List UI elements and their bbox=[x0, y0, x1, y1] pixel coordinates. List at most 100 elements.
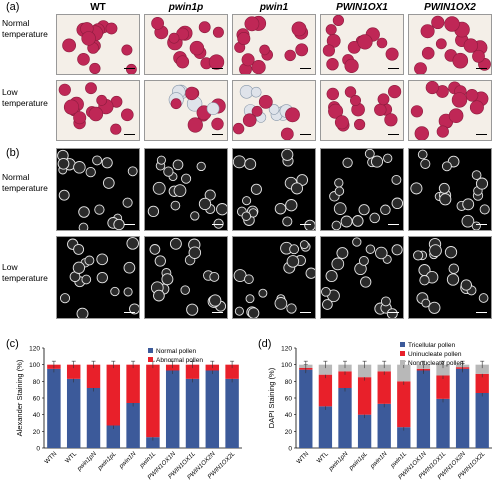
row-label-b-normal: Normal temperature bbox=[2, 172, 48, 193]
stained-pollen-grain bbox=[460, 279, 472, 291]
stained-pollen-grain bbox=[127, 166, 138, 177]
stained-pollen-grain bbox=[156, 155, 166, 165]
pollen-grain bbox=[332, 15, 344, 26]
pollen-grain bbox=[62, 38, 77, 53]
pollen-grain bbox=[452, 52, 469, 69]
legend-label: Abnormal pollen bbox=[156, 357, 203, 364]
pollen-grain bbox=[237, 31, 251, 45]
y-tick-label: 80 bbox=[33, 379, 41, 386]
pollen-grain bbox=[291, 21, 307, 37]
y-tick-label: 80 bbox=[285, 379, 293, 386]
stained-pollen-grain bbox=[475, 177, 489, 190]
stained-pollen-grain bbox=[289, 244, 300, 255]
stained-pollen-grain bbox=[94, 204, 105, 215]
scale-bar bbox=[212, 133, 223, 135]
stained-pollen-grain bbox=[299, 240, 309, 250]
pollen-grain bbox=[285, 107, 300, 123]
bar-tricellular-pollen-pwin1l bbox=[397, 427, 411, 448]
panel-label-a: (a) bbox=[6, 1, 20, 13]
stained-pollen-grain bbox=[180, 285, 190, 295]
dapi-micrograph-r0-c0 bbox=[56, 148, 140, 231]
alexander-micrograph-r0-c3 bbox=[320, 14, 404, 75]
stained-pollen-grain bbox=[122, 197, 133, 208]
pollen-grain bbox=[251, 105, 263, 117]
scale-bar bbox=[300, 311, 311, 313]
x-tick-label: pwin1pN bbox=[75, 450, 98, 473]
stained-pollen-grain bbox=[209, 271, 220, 282]
scale-bar bbox=[124, 67, 135, 69]
column-header-wt: WT bbox=[90, 2, 106, 13]
stained-pollen-grain bbox=[274, 297, 288, 310]
stained-pollen-grain bbox=[419, 275, 430, 286]
panel-label-d: (d) bbox=[258, 338, 272, 350]
pollen-grain bbox=[425, 81, 439, 95]
stained-pollen-grain bbox=[126, 237, 139, 250]
pollen-grain bbox=[431, 15, 445, 30]
pollen-grain bbox=[284, 49, 296, 62]
stained-pollen-grain bbox=[369, 212, 380, 224]
bar-uninucleate-pollen-pwin1ox2l bbox=[475, 373, 489, 393]
stained-pollen-grain bbox=[304, 219, 315, 230]
stained-pollen-grain bbox=[444, 246, 458, 259]
pollen-grain bbox=[377, 93, 390, 106]
stained-pollen-grain bbox=[421, 298, 431, 308]
stained-pollen-grain bbox=[161, 273, 174, 286]
pollen-grain bbox=[126, 63, 137, 74]
legend-swatch bbox=[148, 357, 153, 362]
bar-uninucleate-pollen-pwin1l bbox=[397, 381, 411, 428]
stained-pollen-grain bbox=[274, 202, 287, 215]
stained-pollen-grain bbox=[209, 294, 222, 307]
stained-pollen-grain bbox=[305, 267, 315, 279]
pollen-grain bbox=[81, 31, 96, 46]
bar-abnormal-pollen-pwin1l bbox=[146, 364, 160, 438]
stained-pollen-grain bbox=[365, 244, 376, 254]
y-tick-label: 40 bbox=[285, 412, 293, 419]
pollen-grain bbox=[77, 52, 90, 66]
alexander-micrograph-r1-c4 bbox=[408, 80, 492, 141]
pollen-grain bbox=[334, 115, 349, 130]
stained-pollen-grain bbox=[375, 246, 388, 260]
x-tick-label: WTN bbox=[295, 450, 310, 465]
y-axis-label: Alexander Staining (%) bbox=[15, 359, 24, 436]
stained-pollen-grain bbox=[286, 303, 297, 314]
pollen-grain bbox=[344, 86, 357, 98]
stained-pollen-grain bbox=[96, 253, 109, 266]
scale-bar bbox=[476, 133, 487, 135]
stained-pollen-grain bbox=[386, 308, 398, 318]
scale-bar bbox=[300, 67, 311, 69]
y-tick-label: 60 bbox=[285, 396, 293, 403]
pollen-grain bbox=[88, 106, 104, 122]
pollen-grain bbox=[242, 113, 257, 128]
stained-pollen-grain bbox=[73, 243, 85, 255]
stained-pollen-grain bbox=[123, 287, 133, 297]
stained-pollen-grain bbox=[173, 184, 187, 197]
pollen-grain bbox=[357, 34, 373, 50]
dapi-micrograph-r0-c3 bbox=[320, 148, 404, 231]
pollen-grain bbox=[448, 108, 464, 124]
dapi-micrograph-r1-c4 bbox=[408, 236, 492, 319]
stained-pollen-grain bbox=[196, 161, 206, 172]
legend-label: Uninucleate pollen bbox=[408, 351, 462, 358]
column-header-pwin1p: pwin1p bbox=[168, 2, 204, 13]
alexander-micrograph-r0-c2 bbox=[232, 14, 316, 75]
stained-pollen-grain bbox=[198, 197, 212, 211]
stained-pollen-grain bbox=[216, 203, 227, 216]
pollen-grain bbox=[176, 55, 190, 69]
stained-pollen-grain bbox=[72, 261, 86, 274]
stained-pollen-grain bbox=[245, 294, 255, 304]
dapi-micrograph-r1-c2 bbox=[232, 236, 316, 319]
stained-pollen-grain bbox=[110, 286, 120, 297]
legend-label: Tricellular pollen bbox=[408, 342, 455, 349]
stained-pollen-grain bbox=[334, 178, 344, 188]
stained-pollen-grain bbox=[96, 271, 108, 284]
pollen-grain bbox=[451, 92, 468, 108]
x-tick-label: WTL bbox=[316, 450, 331, 465]
pollen-grain bbox=[233, 122, 245, 135]
alexander-micrograph-r1-c0 bbox=[56, 80, 140, 141]
pollen-grain bbox=[325, 24, 337, 36]
pollen-grain bbox=[73, 111, 87, 125]
column-header-pwin1ox1: PWIN1OX1 bbox=[336, 2, 388, 13]
stained-pollen-grain bbox=[342, 157, 353, 168]
bar-uninucleate-pollen-wtl bbox=[318, 374, 333, 407]
